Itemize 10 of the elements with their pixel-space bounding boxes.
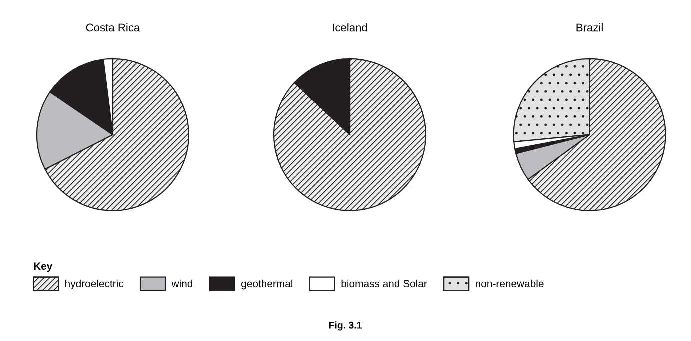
legend-label: wind bbox=[172, 280, 193, 288]
legend-label: hydroelectric bbox=[66, 280, 124, 290]
legend-title: Key bbox=[34, 262, 53, 272]
chart-title: Iceland bbox=[333, 24, 368, 32]
caption: Fig. 3.1 bbox=[329, 322, 362, 331]
legend-label: biomass and Solar bbox=[342, 280, 428, 288]
legend-label: geothermal bbox=[242, 280, 293, 290]
chart-title: Costa Rica bbox=[86, 24, 140, 32]
legend-label: non-renewable bbox=[476, 280, 544, 288]
chart-title: Brazil bbox=[576, 24, 603, 32]
